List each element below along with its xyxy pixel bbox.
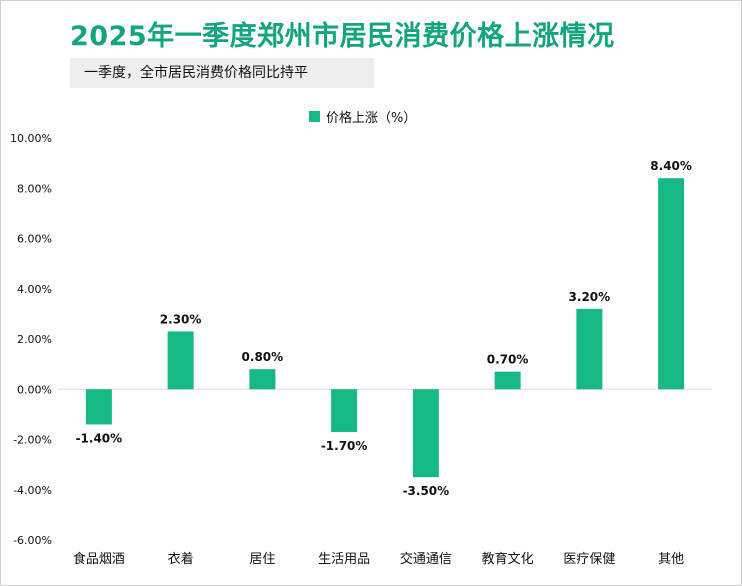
legend-label: 价格上涨（%） [326,110,417,126]
y-tick-label: 10.00% [10,132,52,145]
y-tick-label: 0.00% [17,383,52,396]
y-tick-label: -6.00% [13,534,52,547]
y-tick-label: 4.00% [17,283,52,296]
data-label: 0.70% [487,353,529,367]
legend-swatch [309,110,320,122]
category-label: 交通通信 [400,551,452,567]
category-label: 医疗保健 [563,552,615,567]
bar [331,389,358,432]
legend: 价格上涨（%） [309,106,416,126]
data-label: -1.70% [321,439,368,453]
chart-title: 2025年一季度郑州市居民消费价格上涨情况 [70,21,615,52]
bar [85,389,112,425]
data-label: 3.20% [569,290,611,304]
data-label: 0.80% [242,350,284,364]
category-label: 衣着 [168,551,194,567]
bar [658,178,685,390]
bar [576,308,603,390]
category-label: 教育文化 [482,551,534,567]
y-tick-label: 6.00% [17,233,52,246]
category-label: 生活用品 [318,552,370,567]
bar [494,371,521,390]
chart-subtitle: 一季度，全市居民消费价格同比持平 [70,58,374,88]
category-label: 其他 [658,552,684,567]
y-tick-label: -4.00% [13,484,52,497]
y-tick-label: 2.00% [17,333,52,346]
y-tick-label: 8.00% [17,182,52,195]
category-label: 居住 [249,552,275,567]
data-label: -1.40% [76,431,123,445]
bar [412,389,439,478]
data-label: -3.50% [403,484,450,498]
data-label: 8.40% [650,159,692,173]
bar [167,331,194,390]
bar [249,369,276,390]
y-tick-label: -2.00% [13,434,52,447]
category-label: 食品烟酒 [73,551,125,567]
data-label: 2.30% [160,312,202,326]
